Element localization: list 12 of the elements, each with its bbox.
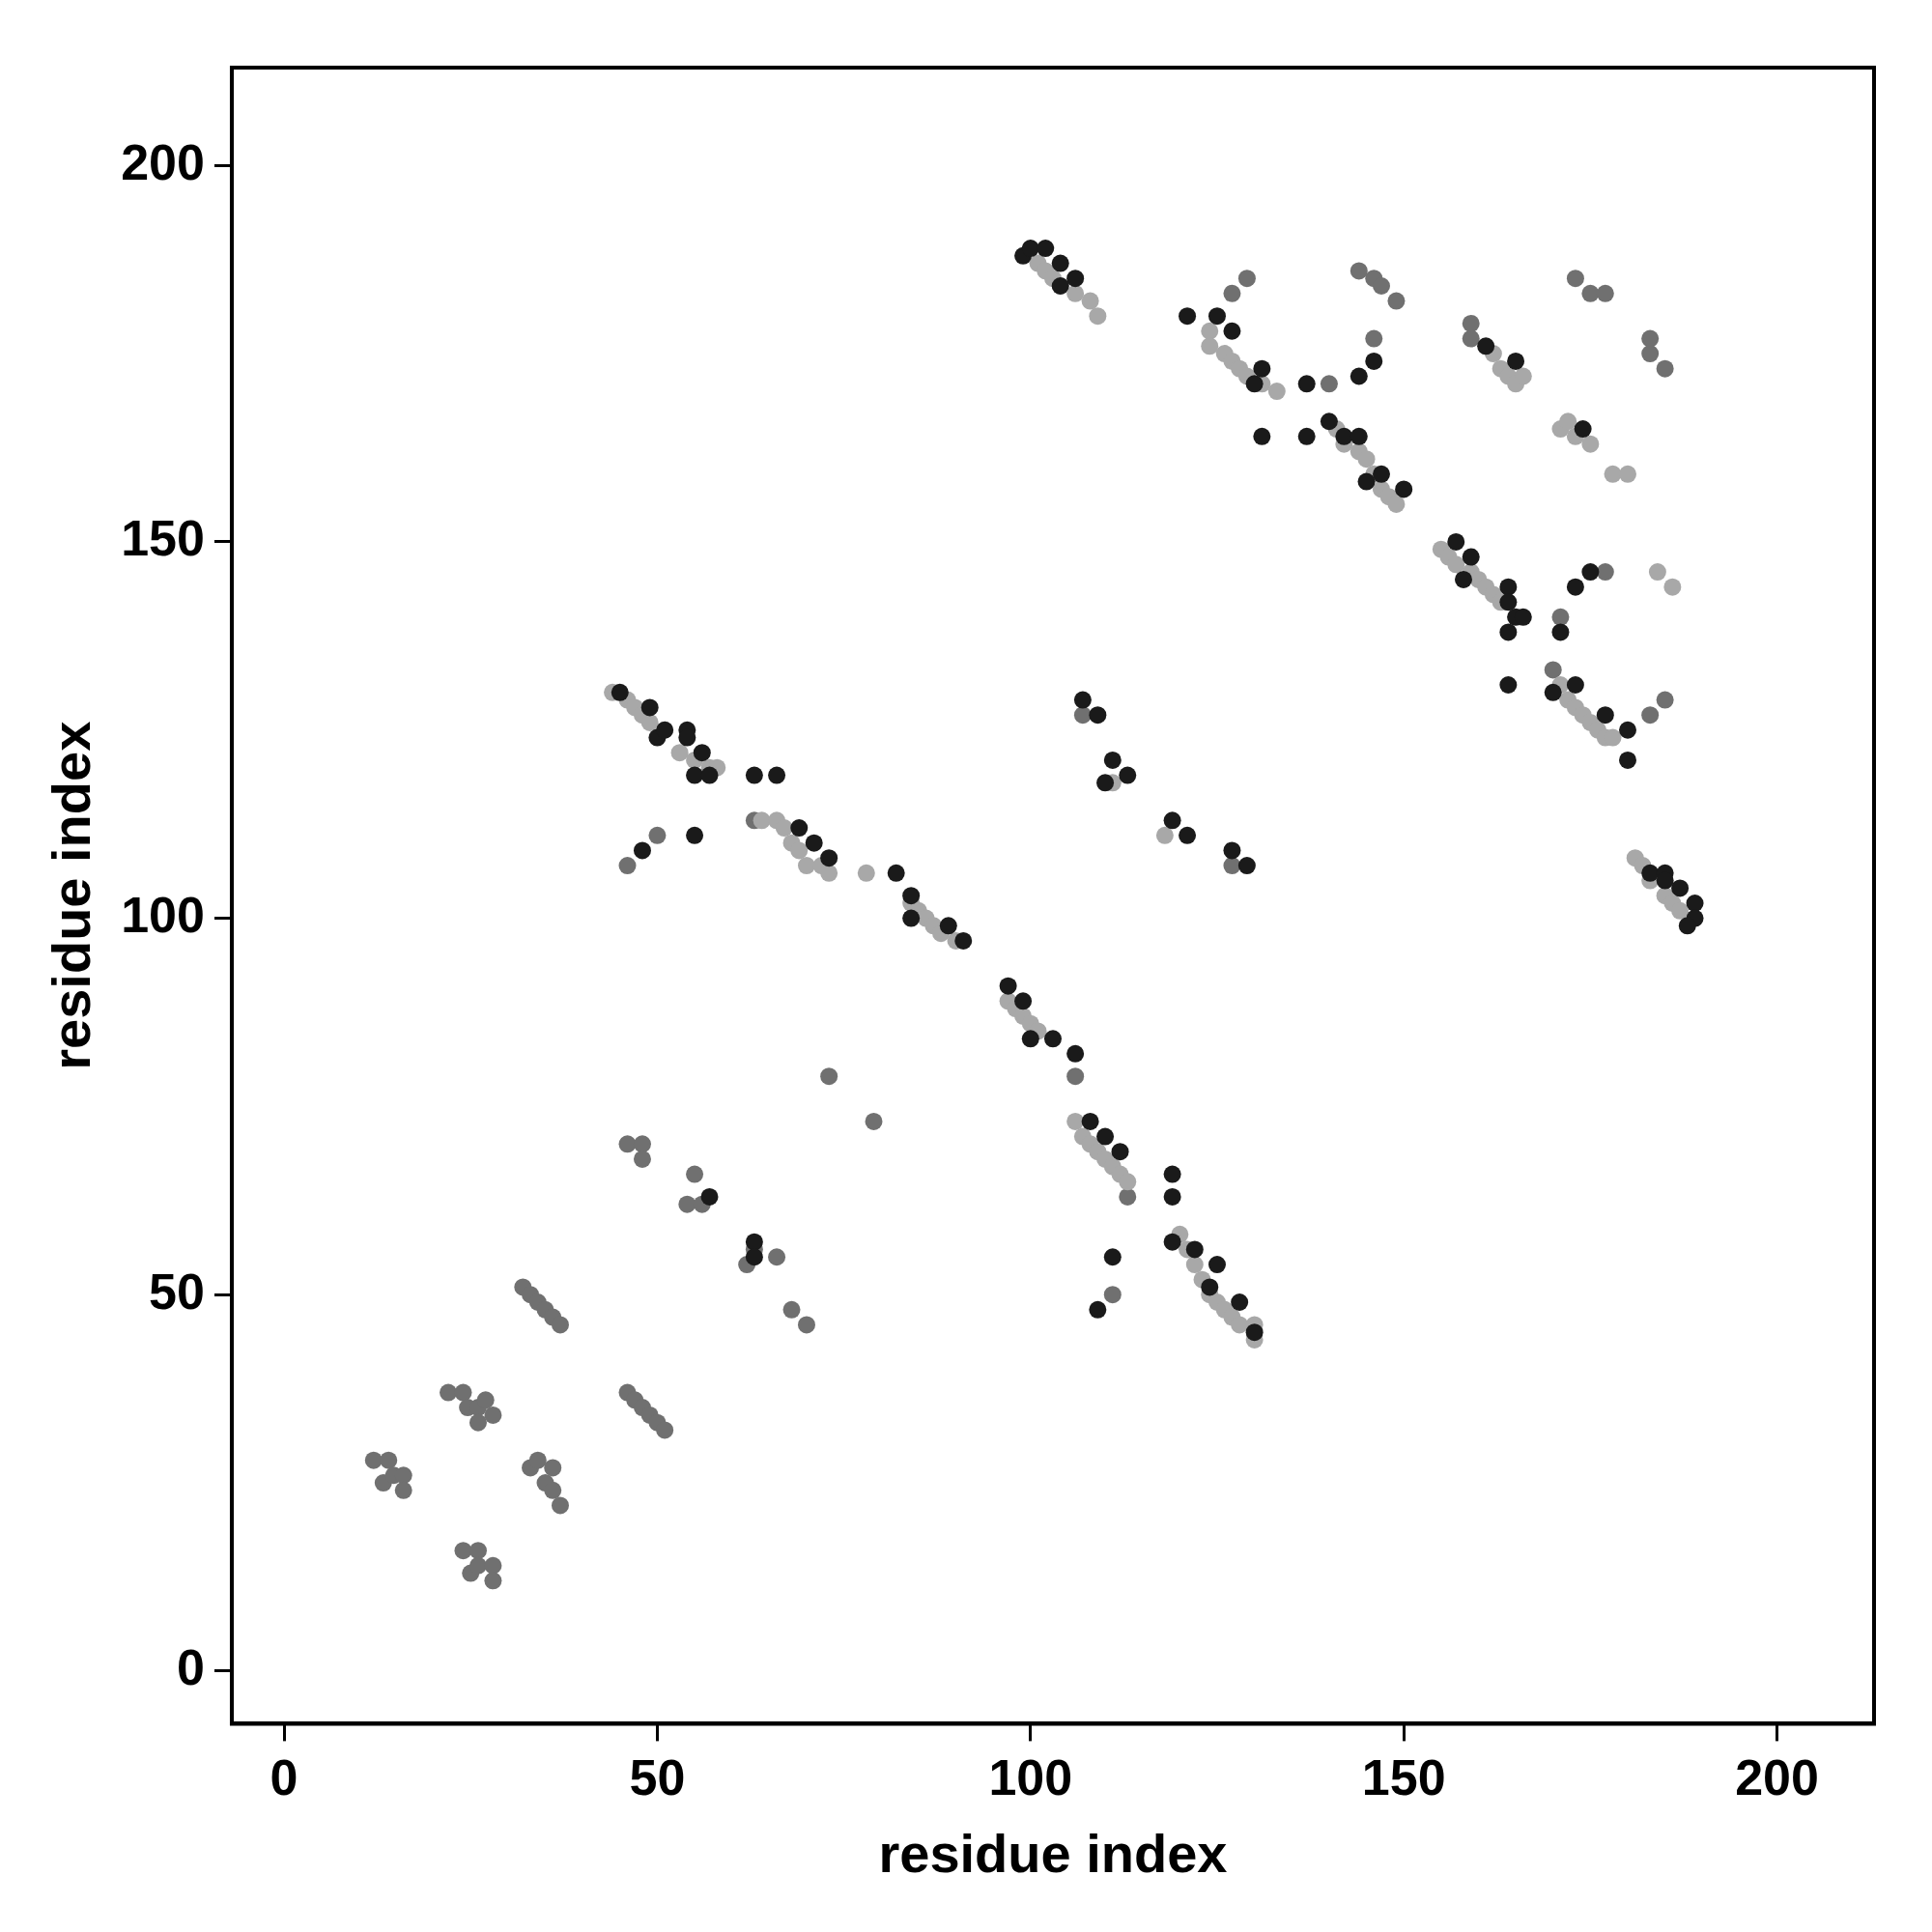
y-tick-label: 0 (177, 1639, 205, 1696)
x-tick-label: 50 (629, 1748, 686, 1805)
y-tick-label: 150 (121, 510, 205, 567)
x-tick-label: 0 (270, 1748, 298, 1805)
y-tick-label: 100 (121, 886, 205, 943)
y-tick-label: 200 (121, 133, 205, 190)
y-axis-title: residue index (41, 721, 102, 1070)
y-tick-label: 50 (149, 1263, 205, 1320)
x-axis-title: residue index (878, 1822, 1228, 1884)
x-tick-label: 150 (1361, 1748, 1446, 1805)
x-tick-label: 100 (988, 1748, 1073, 1805)
x-tick-label: 200 (1735, 1748, 1819, 1805)
